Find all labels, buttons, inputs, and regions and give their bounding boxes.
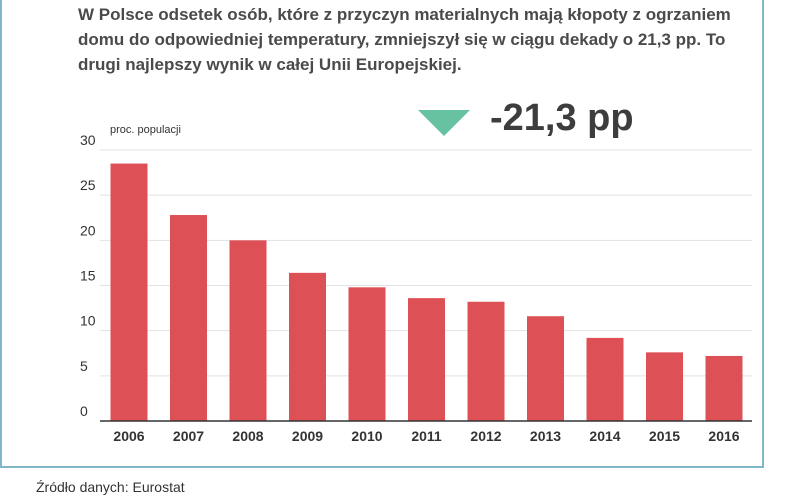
y-tick-label: 30 (80, 132, 96, 148)
bar-2016 (705, 355, 743, 421)
bar-2006 (110, 163, 148, 422)
bar-2012 (467, 301, 505, 421)
bar-2011 (408, 298, 445, 421)
bar-2015 (646, 352, 683, 421)
y-tick-label: 15 (80, 268, 96, 284)
y-tick-label: 10 (80, 313, 96, 329)
x-tick-label: 2016 (708, 428, 739, 444)
bars (110, 163, 743, 422)
bar-2008 (229, 240, 267, 421)
bar-2007 (170, 215, 207, 421)
x-tick-label: 2014 (589, 428, 620, 444)
y-tick-label: 20 (80, 222, 96, 238)
x-tick-label: 2009 (292, 428, 323, 444)
x-tick-label: 2007 (173, 428, 204, 444)
source-footer: Źródło danych: Eurostat (36, 479, 185, 495)
delta-value: -21,3 pp (490, 97, 634, 139)
bar-2010 (348, 287, 386, 421)
x-tick-label: 2011 (411, 428, 442, 444)
x-tick-label: 2010 (351, 428, 382, 444)
x-tick-label: 2015 (649, 428, 680, 444)
x-tick-label: 2013 (530, 428, 561, 444)
triangle-down-icon (418, 110, 470, 136)
y-tick-label: 0 (80, 403, 88, 419)
y-tick-labels: 0 5 10 15 20 25 30 (80, 132, 96, 419)
bar-2009 (289, 272, 326, 421)
x-tick-label: 2008 (232, 428, 263, 444)
x-tick-label: 2012 (470, 428, 501, 444)
bar-2013 (527, 316, 564, 421)
bar-2014 (586, 337, 624, 421)
headline-text: W Polsce odsetek osób, które z przyczyn … (78, 5, 731, 74)
y-tick-label: 25 (80, 177, 96, 193)
x-tick-labels: 2006 2007 2008 2009 2010 2011 2012 2013 2014 2015… (113, 428, 739, 444)
x-tick-label: 2006 (113, 428, 144, 444)
y-tick-label: 5 (80, 358, 88, 374)
y-axis-unit-label: proc. populacji (110, 124, 181, 136)
